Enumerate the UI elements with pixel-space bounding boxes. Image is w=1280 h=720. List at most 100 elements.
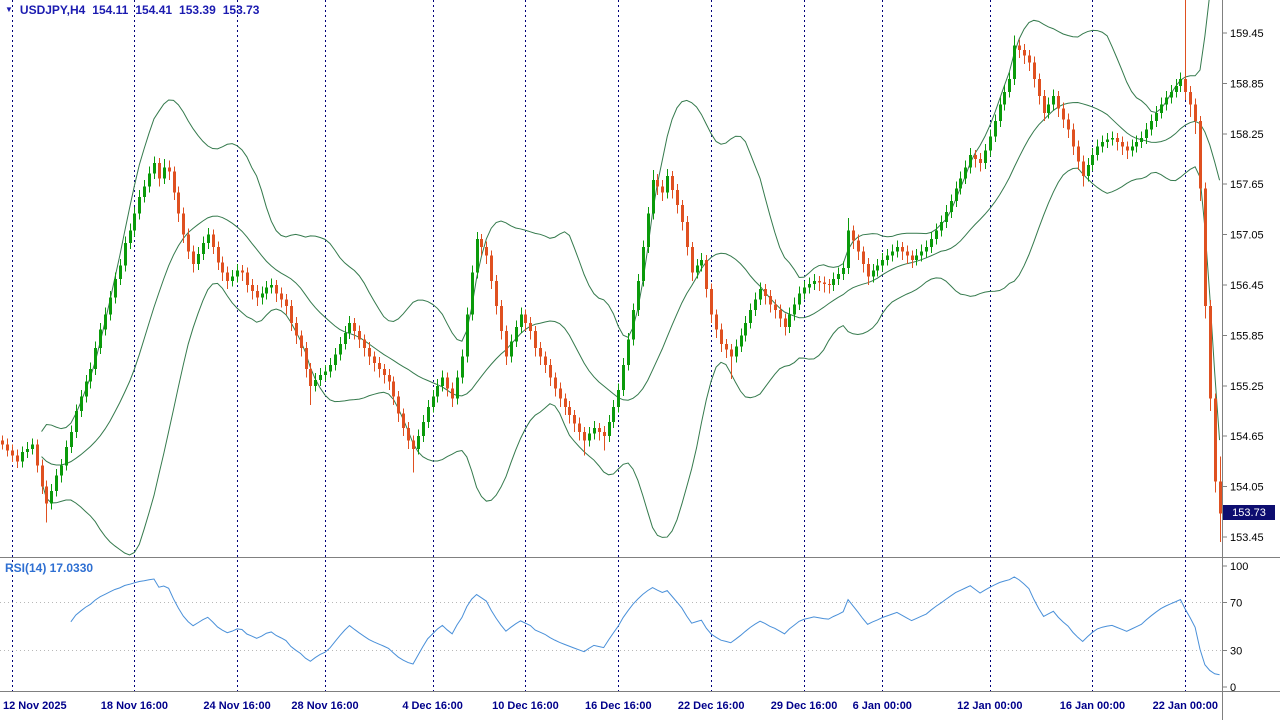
date-label[interactable]: 29 Dec 16:00 (771, 700, 838, 712)
candle-body (940, 222, 943, 231)
date-label[interactable]: 12 Nov 2025 (3, 700, 67, 712)
date-axis: 12 Nov 2025 18 Nov 16:00 24 Nov 16:00 28 No… (3, 700, 1218, 712)
price-axis-label: 156.45 (1230, 280, 1264, 292)
candle-body (383, 369, 386, 375)
candle-body (1023, 49, 1026, 56)
candle-body (1003, 91, 1006, 105)
candle-body (373, 356, 376, 364)
candle-body (588, 433, 591, 441)
candle-body (1189, 91, 1192, 105)
candle-body (549, 364, 552, 378)
candle-body (1131, 146, 1134, 151)
bollinger-upper-line (41, 0, 1210, 432)
candle-body (901, 247, 904, 252)
ohlc-open-value: 154.11 (92, 3, 129, 17)
rsi-axis-label: 70 (1230, 597, 1242, 609)
candle-body (534, 331, 537, 348)
date-label[interactable]: 18 Nov 16:00 (101, 700, 168, 712)
candle-body (6, 444, 9, 451)
candle-body (173, 171, 176, 193)
candle-body (1111, 138, 1114, 140)
candle-body (114, 279, 117, 298)
candle-body (857, 240, 860, 252)
candle-body (407, 427, 410, 441)
bollinger-lower-line (41, 166, 1221, 556)
candle-body (290, 306, 293, 323)
candle-body (1033, 62, 1036, 80)
candle-body (1165, 97, 1168, 105)
price-axis: 159.45 158.85 158.25 157.65 157.05 156.45 155.… (1222, 28, 1264, 694)
rsi-axis-label: 30 (1230, 646, 1242, 658)
candle-body (1179, 79, 1182, 86)
candle-body (329, 364, 332, 372)
date-label[interactable]: 24 Nov 16:00 (203, 700, 270, 712)
candle-body (163, 167, 166, 179)
price-axis-label: 155.85 (1230, 330, 1264, 342)
date-label[interactable]: 10 Dec 16:00 (492, 700, 559, 712)
candle-body (295, 322, 298, 336)
candle-body (1018, 45, 1021, 50)
candle-body (930, 238, 933, 248)
candle-body (627, 339, 630, 365)
candle-body (979, 159, 982, 164)
candle-body (554, 377, 557, 389)
date-label[interactable]: 28 Nov 16:00 (291, 700, 358, 712)
candle-body (217, 247, 220, 263)
candle-body (1091, 154, 1094, 165)
candle-body (456, 377, 459, 399)
candle-body (568, 406, 571, 416)
symbol-name: USDJPY,H4 (19, 3, 86, 17)
candle-body (236, 270, 239, 277)
candle-body (784, 318, 787, 327)
bollinger-middle-line (41, 102, 1221, 466)
date-label[interactable]: 4 Dec 16:00 (402, 700, 463, 712)
candle-body (55, 475, 58, 491)
candle-body (192, 251, 195, 264)
candle-body (691, 247, 694, 273)
candle-body (363, 339, 366, 348)
candle-body (1199, 121, 1202, 189)
candle-body (41, 465, 44, 487)
date-label[interactable]: 22 Dec 16:00 (678, 700, 745, 712)
candle-body (348, 322, 351, 333)
candle-body (671, 175, 674, 191)
candle-body (441, 377, 444, 386)
candle-body (774, 304, 777, 311)
candle-body (769, 295, 772, 305)
candle-body (1077, 146, 1080, 162)
candle-body (779, 310, 782, 319)
candle-body (417, 436, 420, 449)
symbol-dropdown-icon[interactable]: ▼ (5, 5, 13, 14)
candle-body (1135, 142, 1138, 147)
candle-body (696, 265, 699, 273)
candle-body (251, 285, 254, 291)
candle-body (319, 374, 322, 380)
ohlc-high-value: 154.41 (135, 3, 173, 17)
candle-body (744, 322, 747, 336)
candle-body (749, 310, 752, 323)
date-label[interactable]: 22 Jan 00:00 (1153, 700, 1218, 712)
candle-body (652, 180, 655, 214)
candle-body (1116, 138, 1119, 143)
date-label[interactable]: 16 Jan 00:00 (1060, 700, 1125, 712)
candle-body (202, 243, 205, 254)
candles (1, 0, 1222, 543)
candle-body (544, 356, 547, 365)
candle-body (75, 411, 78, 432)
candle-body (1160, 104, 1163, 113)
date-label[interactable]: 6 Jan 00:00 (853, 700, 912, 712)
candle-body (285, 299, 288, 306)
candle-body (730, 349, 733, 357)
candle-body (1106, 139, 1109, 143)
date-label[interactable]: 16 Dec 16:00 (585, 700, 652, 712)
candle-body (828, 284, 831, 286)
candle-body (80, 396, 83, 411)
candle-body (490, 255, 493, 281)
candle-body (280, 293, 283, 300)
candle-body (886, 255, 889, 260)
date-label[interactable]: 12 Jan 00:00 (957, 700, 1022, 712)
candle-body (339, 343, 342, 355)
candle-body (212, 234, 215, 248)
candle-body (608, 421, 611, 437)
